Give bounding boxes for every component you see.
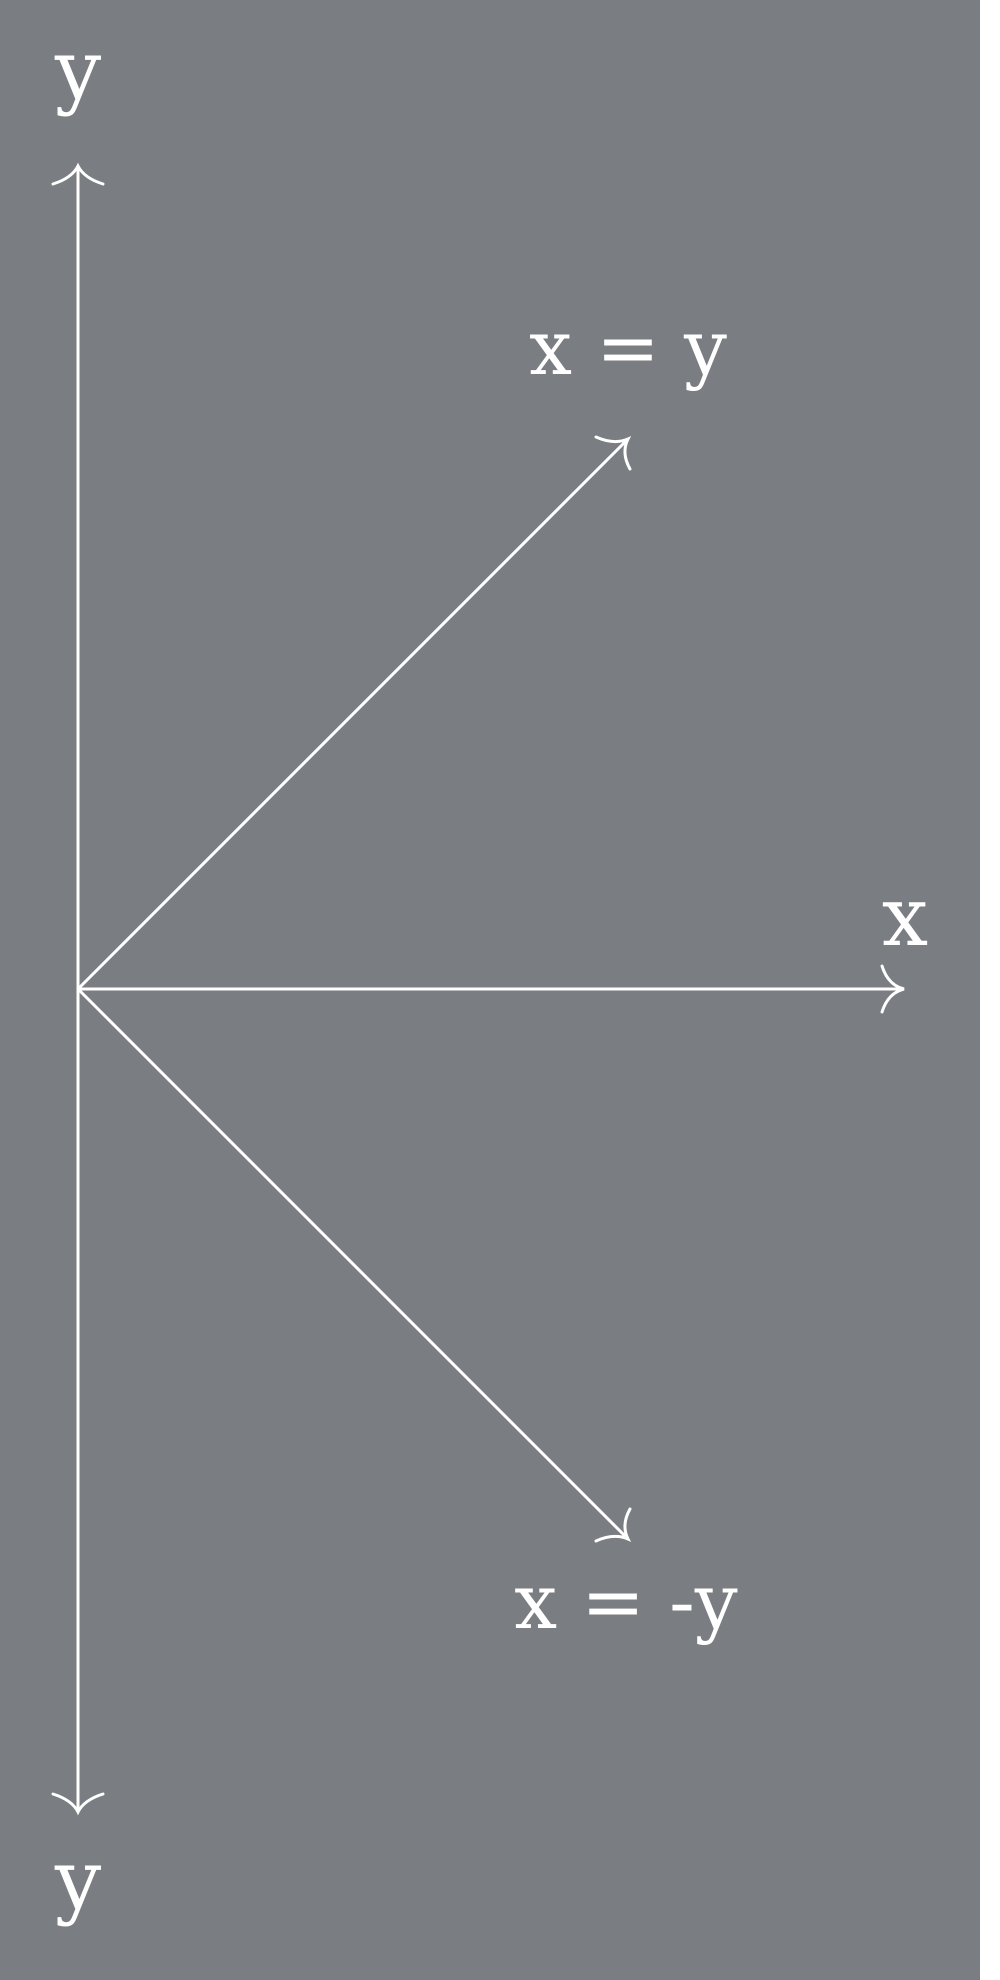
y-axis-top-arrowhead	[51, 162, 105, 186]
line-x-equals-y-arrowhead	[594, 435, 632, 471]
y-axis-bottom-arrowhead	[51, 1792, 105, 1816]
x-axis-label: x	[882, 870, 928, 965]
line-x-equals-neg-y-label: x = -y	[514, 1557, 738, 1646]
line-x-equals-y-label: x = y	[529, 303, 727, 392]
y-axis-bottom-label: y	[54, 1833, 102, 1928]
y-axis-top-label: y	[54, 23, 102, 118]
line-x-equals-neg-y-arrowhead	[594, 1507, 632, 1543]
line-x-equals-neg-y	[76, 987, 630, 1541]
x-axis-arrowhead	[880, 964, 905, 1014]
line-x-equals-y	[76, 437, 630, 991]
